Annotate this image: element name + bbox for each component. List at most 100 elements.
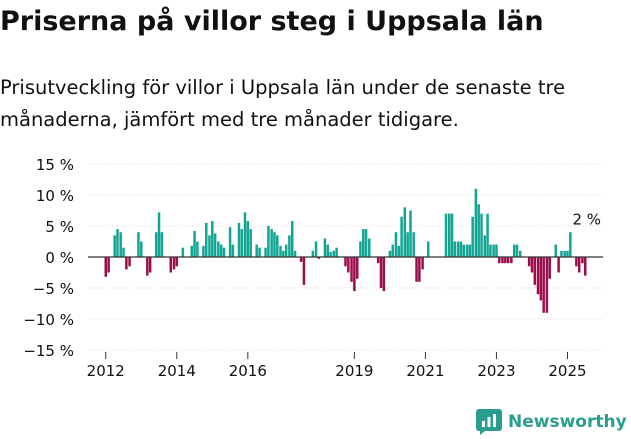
bar — [317, 257, 321, 259]
bar — [530, 257, 534, 273]
bar — [314, 241, 318, 257]
bar — [353, 257, 356, 292]
bar — [208, 235, 211, 257]
x-tick-label: 2025 — [548, 362, 586, 380]
bar — [418, 257, 421, 282]
bar — [329, 252, 332, 257]
bar — [545, 257, 549, 313]
bar — [489, 244, 492, 257]
bar — [228, 227, 232, 257]
bar — [213, 233, 217, 257]
bar — [273, 232, 276, 257]
bar — [506, 257, 510, 264]
bar — [527, 257, 531, 267]
bar — [519, 250, 522, 257]
y-tick-label: −5 % — [33, 280, 74, 298]
bar — [181, 247, 185, 257]
bar — [453, 241, 457, 257]
bar — [444, 213, 448, 257]
bar — [450, 213, 454, 257]
bar — [290, 221, 294, 257]
bar — [477, 204, 480, 257]
y-tick-label: 0 % — [45, 249, 74, 267]
bar — [388, 250, 392, 257]
bar — [566, 250, 569, 257]
bar — [113, 235, 116, 257]
bar — [539, 257, 543, 301]
bar — [202, 245, 205, 257]
bar — [560, 250, 563, 257]
bar — [237, 222, 241, 257]
bar — [368, 238, 371, 257]
y-tick-label: −15 % — [23, 342, 74, 360]
bar — [240, 229, 244, 257]
bar — [347, 257, 350, 273]
bar — [332, 250, 336, 257]
bar — [107, 257, 110, 273]
bar — [397, 245, 401, 257]
bar — [359, 241, 362, 257]
bar — [249, 229, 252, 257]
bar — [391, 244, 394, 257]
bar — [584, 257, 587, 276]
bar — [128, 257, 131, 267]
bar — [311, 250, 315, 257]
bar — [409, 210, 412, 257]
bar — [563, 250, 566, 257]
bar — [211, 221, 214, 257]
bar — [400, 216, 403, 257]
bar — [512, 244, 516, 257]
bar — [382, 257, 386, 292]
bar — [465, 244, 469, 257]
bar — [447, 213, 451, 257]
chart-title: Priserna på villor steg i Uppsala län — [0, 6, 544, 37]
bar — [116, 229, 119, 257]
bar — [196, 241, 199, 257]
last-value-label: 2 % — [573, 211, 602, 229]
bar — [468, 244, 472, 257]
bar — [394, 232, 398, 257]
bar — [140, 241, 143, 257]
bar — [427, 241, 430, 257]
bar — [335, 247, 338, 257]
bar — [486, 213, 489, 257]
brand-name: Newsworthy — [508, 412, 627, 432]
bar — [474, 188, 478, 257]
bar — [255, 244, 258, 257]
bar — [575, 257, 578, 267]
bar — [326, 244, 329, 257]
bar — [154, 232, 158, 257]
bar — [217, 241, 220, 257]
bar — [548, 257, 551, 279]
chart-subtitle: Prisutveckling för villor i Uppsala län … — [0, 76, 566, 131]
x-tick-label: 2021 — [406, 362, 444, 380]
bar — [536, 257, 540, 295]
bar — [299, 257, 303, 262]
bar — [569, 232, 572, 257]
bar — [288, 235, 291, 257]
bar — [483, 235, 486, 257]
bar — [148, 257, 152, 273]
bar — [284, 244, 288, 257]
bar — [293, 250, 297, 257]
bar — [122, 247, 125, 257]
bar — [480, 213, 483, 257]
bar — [264, 247, 267, 257]
axes — [88, 256, 603, 359]
bar — [364, 229, 368, 257]
bar — [403, 207, 407, 257]
bar — [456, 241, 460, 257]
bar — [160, 232, 164, 257]
bar — [459, 241, 463, 257]
bar — [231, 244, 235, 257]
bar — [515, 244, 519, 257]
bar — [542, 257, 545, 313]
bar — [172, 257, 176, 270]
bar — [533, 257, 537, 285]
x-tick-label: 2014 — [158, 362, 196, 380]
bar — [267, 226, 270, 257]
bar — [279, 245, 282, 257]
bar — [205, 222, 208, 257]
y-tick-label: 5 % — [45, 218, 74, 236]
